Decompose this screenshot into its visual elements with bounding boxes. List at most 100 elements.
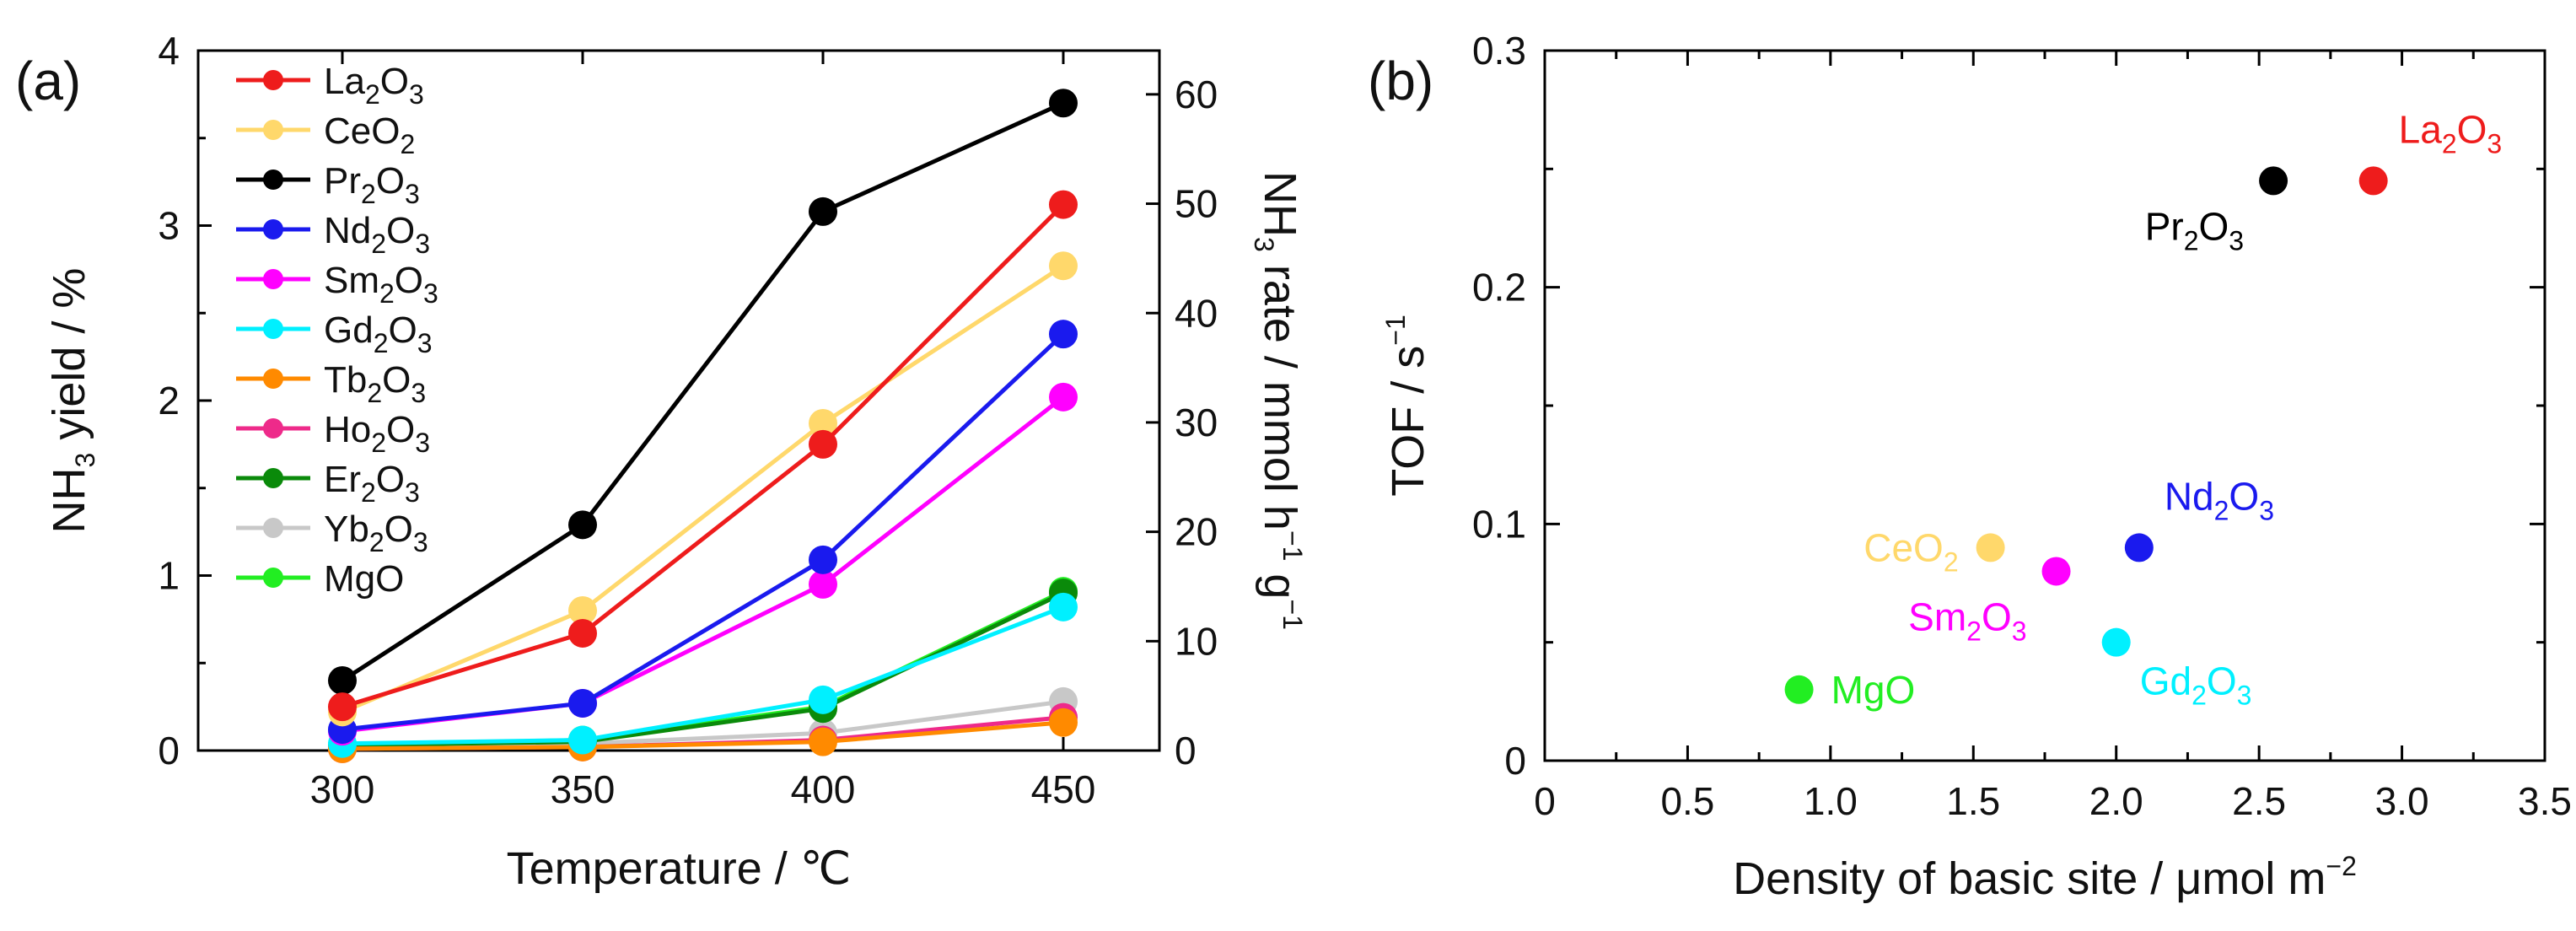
legend-marker <box>263 120 283 140</box>
scatter-point-mgo <box>1784 675 1814 704</box>
y2-tick-label: 0 <box>1175 729 1197 772</box>
data-point-sm2o3 <box>1049 382 1078 412</box>
point-label-gd2o3: Gd2​O3​ <box>2140 659 2252 711</box>
scatter-point-nd2o3 <box>2124 533 2154 562</box>
y-tick-label: 0.2 <box>1472 266 1526 309</box>
legend-label: Tb2​O3​ <box>324 359 426 408</box>
data-point-tb2o3 <box>1049 708 1078 737</box>
panel-b-label: (b) <box>1368 51 1433 111</box>
chart-b: 0 0.1 0.2 0.3 0 0.5 1.0 1.5 2.0 2.5 3.0 3.5 Density … <box>1380 29 2572 904</box>
legend-marker <box>263 518 283 538</box>
series-line-la2o3 <box>341 202 1065 709</box>
data-point-nd2o3 <box>809 545 837 574</box>
scatter-point-pr2o3 <box>2259 166 2288 196</box>
y2-tick-label: 50 <box>1175 182 1218 226</box>
x-tick-label: 350 <box>551 767 616 811</box>
data-point-gd2o3 <box>809 685 837 714</box>
data-point-sm2o3 <box>809 569 837 599</box>
legend-marker <box>263 170 283 190</box>
legend-label: Nd2​O3​ <box>324 210 430 259</box>
x-axis-label-a: Temperature / ℃ <box>507 843 852 894</box>
point-label-nd2o3: Nd2​O3​ <box>2165 474 2274 525</box>
data-point-la2o3 <box>809 429 837 459</box>
x-tick-label: 1.5 <box>1946 779 2000 823</box>
x-tick-label: 450 <box>1031 767 1096 811</box>
legend-label: Sm2​O3​ <box>324 260 438 309</box>
series-line-tb2o3 <box>341 720 1064 751</box>
data-point-la2o3 <box>568 618 597 648</box>
data-point-ceo2 <box>809 408 837 438</box>
y-tick-label: 0 <box>158 729 180 772</box>
legend-marker <box>263 418 283 439</box>
y-tick-label: 1 <box>158 554 180 598</box>
series-line-pr2o3 <box>341 100 1065 683</box>
y2-tick-label: 10 <box>1175 619 1218 663</box>
panel-a-label: (a) <box>15 51 81 111</box>
y-tick-label: 0 <box>1504 739 1526 783</box>
y-tick-label: 3 <box>158 204 180 248</box>
y-tick-label: 4 <box>158 29 180 73</box>
data-point-la2o3 <box>1049 190 1078 219</box>
scatter-point-sm2o3 <box>2041 557 2071 586</box>
scatter-point-la2o3 <box>2358 166 2388 196</box>
y2-tick-label: 20 <box>1175 510 1218 554</box>
x-tick-label: 2.0 <box>2089 779 2143 823</box>
data-point-pr2o3 <box>1049 89 1078 118</box>
data-point-nd2o3 <box>1049 320 1078 349</box>
data-point-tb2o3 <box>809 727 837 756</box>
point-label-la2o3: La2​O3​ <box>2399 107 2503 159</box>
legend-marker <box>263 319 283 339</box>
y-tick-label: 0.3 <box>1472 29 1526 73</box>
scatter-point-ceo2 <box>1976 533 2005 562</box>
legend-label: CeO2​ <box>324 110 415 159</box>
point-label-mgo: MgO <box>1831 668 1916 712</box>
legend-marker <box>263 70 283 90</box>
legend-marker <box>263 219 283 239</box>
data-point-gd2o3 <box>568 725 597 755</box>
y-axis-label-a: NH3​ yield / % <box>44 268 100 534</box>
x-tick-label: 3.0 <box>2375 779 2429 823</box>
x-tick-label: 3.5 <box>2518 779 2572 823</box>
point-label-sm2o3: Sm2​O3​ <box>1908 595 2026 646</box>
series-line-nd2o3 <box>341 332 1065 732</box>
plot-frame-b <box>1543 49 2546 762</box>
legend-marker <box>263 269 283 289</box>
y2-axis-label-a: NH3 rate / mmol h−1 g−1 <box>1249 171 1308 630</box>
point-label-pr2o3: Pr2​O3​ <box>2145 204 2244 256</box>
legend-marker <box>263 369 283 389</box>
y2-tick-label: 30 <box>1175 401 1218 444</box>
point-label-ceo2: CeO2​ <box>1863 525 1958 577</box>
series-line-gd2o3 <box>341 605 1064 746</box>
x-tick-label: 300 <box>310 767 375 811</box>
y-tick-label: 2 <box>158 379 180 422</box>
x-tick-label: 2.5 <box>2232 779 2286 823</box>
legend-label: Ho2​O3​ <box>324 409 430 458</box>
legend-label: MgO <box>324 558 404 600</box>
x-tick-label: 1.0 <box>1804 779 1858 823</box>
legend-label: Yb2​O3​ <box>324 509 428 557</box>
legend-label: Gd2​O3​ <box>324 309 433 358</box>
data-point-ceo2 <box>1049 251 1078 281</box>
y-tick-label: 0.1 <box>1472 502 1526 546</box>
legend-label: La2​O3​ <box>324 61 424 110</box>
legend-label: Pr2​O3​ <box>324 160 420 209</box>
legend-marker <box>263 468 283 488</box>
scatter-point-gd2o3 <box>2101 627 2131 657</box>
series-line-sm2o3 <box>341 395 1065 734</box>
legend-marker <box>263 568 283 588</box>
data-point-gd2o3 <box>1049 592 1078 622</box>
x-tick-label: 0.5 <box>1660 779 1714 823</box>
y-axis-label-b: TOF / s−1 <box>1380 315 1433 497</box>
data-point-nd2o3 <box>568 688 597 718</box>
data-point-la2o3 <box>328 692 357 722</box>
x-axis-label-b: Density of basic site / μmol m−2 <box>1733 851 2357 904</box>
y2-tick-label: 40 <box>1175 291 1218 335</box>
y2-tick-label: 60 <box>1175 73 1218 116</box>
data-point-ceo2 <box>568 596 597 625</box>
x-tick-label: 400 <box>791 767 856 811</box>
data-point-pr2o3 <box>568 510 597 540</box>
x-tick-label: 0 <box>1534 779 1556 823</box>
data-point-pr2o3 <box>328 666 357 695</box>
